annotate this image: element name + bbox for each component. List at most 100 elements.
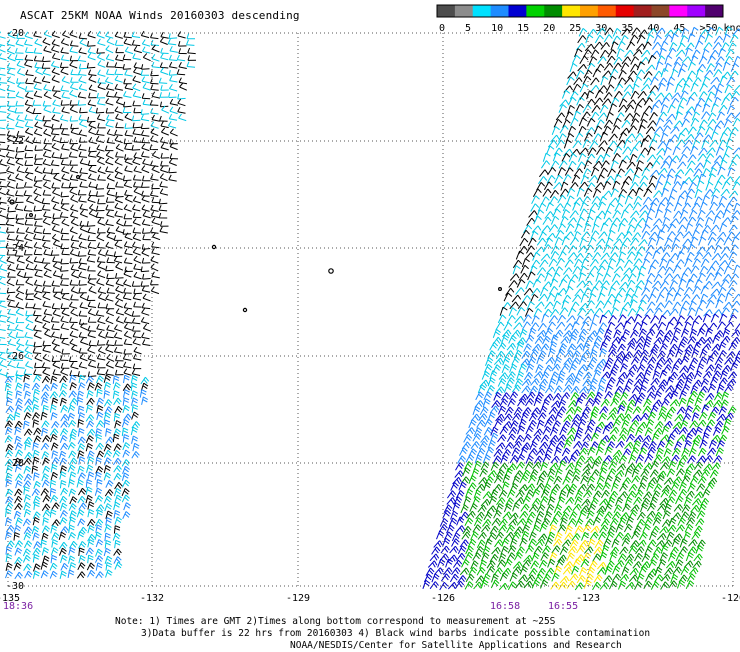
wind-barb [639,240,648,247]
wind-barb [656,448,663,456]
wind-barb [645,217,652,226]
wind-barb [70,100,78,105]
wind-barb [688,337,696,345]
wind-barb [532,553,540,561]
wind-barb [553,393,562,400]
wind-barb [690,146,698,154]
wind-barb [169,62,177,68]
wind-barb [592,252,600,259]
wind-barb [97,53,104,60]
wind-barb [151,205,159,211]
wind-barb [34,375,41,382]
wind-barb [481,436,490,443]
wind-barb [626,582,635,589]
wind-barb [673,302,681,310]
wind-barb [151,211,159,217]
wind-barb [507,343,516,350]
wind-barb [666,260,674,268]
wind-barb [169,33,177,38]
wind-barb [585,336,593,344]
wind-barb [473,434,481,442]
wind-barb [86,436,93,443]
wind-barb [69,532,76,540]
wind-barb [622,57,631,64]
wind-barb [499,463,508,470]
wind-barb [34,159,42,164]
wind-barb [586,363,594,371]
wind-barb [537,238,546,245]
wind-barb [78,519,85,526]
wind-barb [0,227,6,233]
wind-barb [52,31,60,38]
wind-barb [725,27,732,35]
wind-barb [650,170,659,177]
wind-barb [690,391,698,399]
wind-barb [565,526,572,534]
wind-barb [133,158,141,165]
wind-barb [667,169,675,177]
wind-barb [647,209,655,217]
wind-barb [688,484,696,492]
wind-barb [547,267,556,274]
wind-barb [52,143,59,150]
wind-barb [26,197,34,204]
wind-barb [52,219,60,226]
wind-barb [95,519,103,526]
wind-barb [545,419,553,427]
wind-barb [579,329,587,337]
wind-barb [640,413,648,421]
wind-barb [568,428,577,435]
wind-barb [78,429,84,437]
wind-barb [115,540,121,548]
wind-barb [34,56,42,62]
wind-barb [690,476,698,484]
wind-barb [693,405,701,413]
wind-barb [25,160,33,165]
wind-barb [104,391,110,399]
wind-barb [98,317,106,324]
wind-barb [88,53,96,60]
wind-barb [678,69,685,77]
wind-barb [106,220,114,226]
wind-barb [88,509,94,517]
wind-barb [115,421,121,429]
wind-barb [477,567,485,575]
wind-barb [667,350,675,358]
wind-barb [482,371,489,379]
wind-barb [682,147,690,154]
wind-barb [134,63,142,69]
wind-barb [98,61,106,68]
wind-barb [62,107,70,113]
wind-barb [6,152,14,158]
wind-barb [674,504,683,511]
wind-barb [556,230,564,238]
wind-barb [484,482,491,491]
wind-barb [43,101,51,106]
wind-barb [725,413,734,420]
wind-barb [62,174,70,181]
wind-barb [115,107,123,114]
wind-barb [635,167,643,175]
wind-barb [608,315,616,323]
wind-barb [460,540,468,547]
wind-barb [152,248,160,254]
wind-barb [637,574,644,583]
wind-barb [15,421,23,428]
wind-barb [24,502,31,510]
wind-barb [479,414,488,421]
wind-barb [684,561,693,568]
wind-barb [132,436,138,444]
wind-barb [88,161,96,166]
wind-barb [490,554,498,562]
wind-barb [534,216,542,224]
wind-barb [664,330,673,337]
wind-barb [547,293,555,301]
wind-barb [563,175,571,183]
wind-barb [98,303,106,308]
wind-barb [569,246,577,254]
wind-barb [554,386,562,394]
wind-barb [593,491,601,499]
wind-barb [104,382,110,390]
wind-barb [733,29,740,36]
wind-barb [7,86,15,92]
